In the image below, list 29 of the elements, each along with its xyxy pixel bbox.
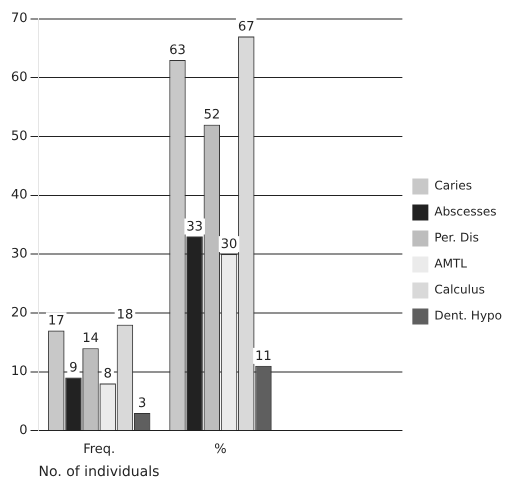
data-label: 8 [104, 366, 112, 382]
x-axis-title: No. of individuals [38, 464, 160, 480]
y-tick-label: 30 [10, 246, 28, 262]
data-label: 14 [82, 331, 99, 346]
data-label: 67 [238, 19, 254, 34]
data-label: 30 [220, 236, 238, 252]
data-label: 18 [116, 308, 134, 323]
data-label: 17 [48, 313, 64, 328]
legend-label: Dent. Hypo [434, 308, 502, 323]
legend-label: Calculus [434, 282, 485, 297]
y-tick-label: 20 [10, 305, 28, 320]
legend-label: Caries [434, 178, 472, 193]
y-tick-label: 0 [19, 422, 28, 438]
data-label: 11 [255, 348, 272, 364]
y-tick-label: 70 [10, 11, 28, 26]
legend-label: AMTL [434, 256, 468, 271]
y-tick-label: 50 [10, 128, 28, 144]
legend-label: Per. Dis [434, 230, 479, 245]
x-tick-label: Freq. [83, 442, 116, 457]
y-tick-label: 10 [10, 364, 28, 380]
data-label: 33 [186, 219, 203, 234]
data-label: 3 [138, 396, 146, 411]
data-label: 52 [204, 108, 220, 123]
legend-label: Abscesses [434, 204, 497, 219]
data-label: 63 [169, 42, 186, 58]
y-tick-label: 60 [10, 70, 28, 86]
x-tick-label: % [214, 442, 227, 457]
y-tick-label: 40 [10, 188, 28, 203]
data-label: 9 [69, 360, 78, 376]
